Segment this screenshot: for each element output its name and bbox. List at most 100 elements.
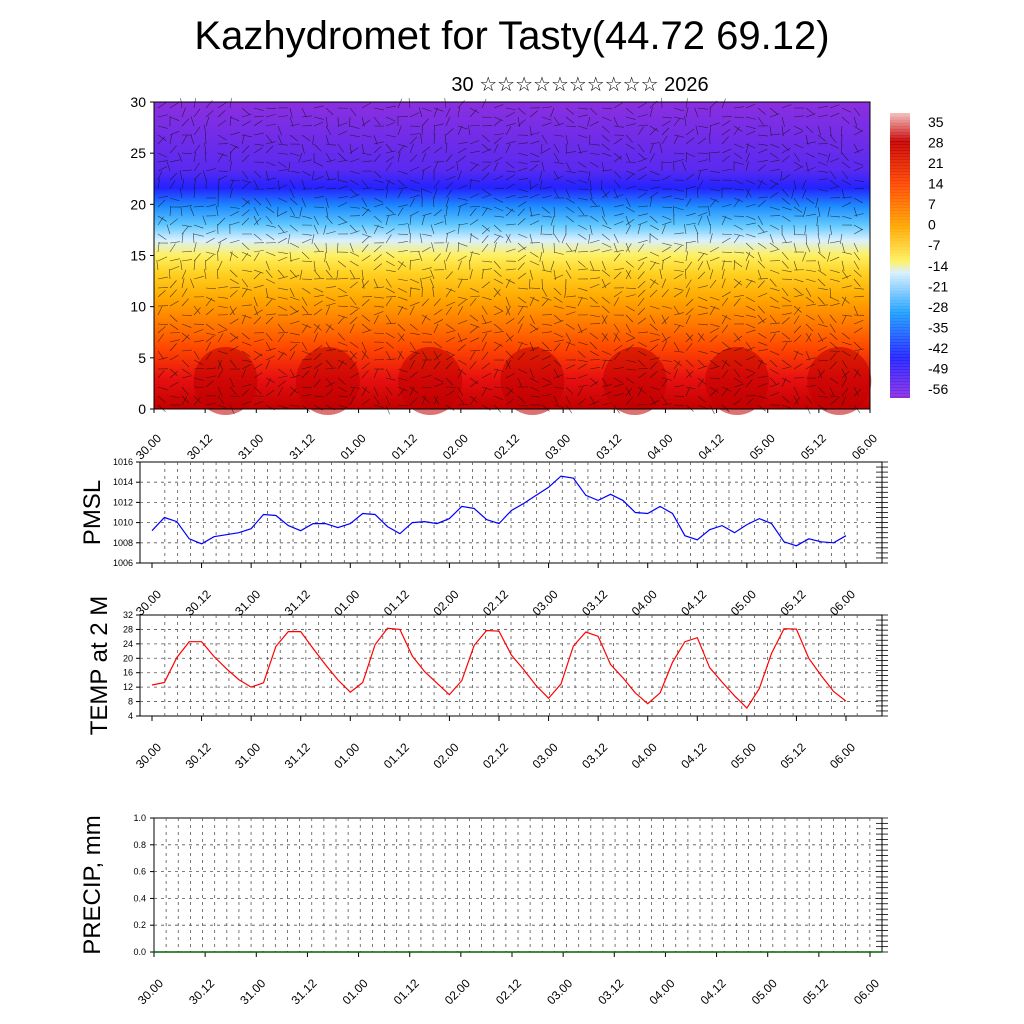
wind-barb xyxy=(541,394,552,397)
wind-barb xyxy=(205,116,210,127)
wind-barb xyxy=(793,278,804,283)
wind-barb xyxy=(853,269,862,277)
wind-barb xyxy=(289,351,296,361)
wind-barb xyxy=(193,224,204,229)
wind-barb xyxy=(517,341,523,352)
wind-barb xyxy=(421,146,431,154)
wind-barb xyxy=(781,359,791,367)
wind-barb xyxy=(661,395,668,405)
wind-barb xyxy=(217,188,220,199)
wind-barb xyxy=(229,251,239,259)
wind-barb xyxy=(241,252,249,262)
wind-barb xyxy=(673,350,684,353)
wind-barb xyxy=(157,276,168,280)
wind-barb xyxy=(157,233,167,240)
wind-barb xyxy=(829,104,840,109)
wind-barb xyxy=(481,188,491,195)
wind-barb xyxy=(661,336,671,343)
wind-barb xyxy=(493,215,504,218)
wind-barb xyxy=(445,154,453,163)
wind-barb xyxy=(613,152,622,160)
wind-barb xyxy=(361,386,370,394)
wind-barb xyxy=(649,314,656,324)
wind-barb xyxy=(373,154,381,163)
wind-barb xyxy=(793,396,801,406)
wind-barb xyxy=(409,386,419,394)
wind-barb xyxy=(733,260,743,268)
wind-barb xyxy=(673,305,680,315)
wind-barb xyxy=(817,368,823,379)
wind-barb xyxy=(277,404,288,409)
wind-barb xyxy=(421,107,432,112)
wind-barb xyxy=(841,188,845,199)
wind-barb xyxy=(433,253,441,262)
wind-barb xyxy=(229,377,235,388)
wind-barb xyxy=(745,103,756,109)
wind-barb xyxy=(827,233,831,244)
wind-barb xyxy=(793,161,803,168)
wind-barb xyxy=(505,268,516,271)
wind-barb xyxy=(805,395,813,404)
wind-barb xyxy=(697,378,704,388)
wind-barb xyxy=(289,343,298,352)
wind-barb xyxy=(757,318,767,325)
wind-barb xyxy=(241,154,250,163)
pmsl-xtick-label: 04.00 xyxy=(629,587,660,618)
wind-barb xyxy=(229,179,234,190)
wind-barb xyxy=(769,125,772,136)
wind-barb xyxy=(181,135,188,145)
wind-barb xyxy=(841,314,852,317)
wind-barb xyxy=(721,386,732,392)
wind-barb xyxy=(805,197,815,204)
wind-barb xyxy=(325,348,336,352)
wind-barb xyxy=(421,233,432,237)
wind-barb xyxy=(577,197,588,201)
wind-barb xyxy=(517,395,526,404)
wind-barb xyxy=(840,125,843,136)
wind-barb xyxy=(349,305,360,309)
wind-barb xyxy=(505,386,515,394)
wind-barb xyxy=(841,341,852,346)
wind-barb xyxy=(649,142,660,145)
wind-barb xyxy=(421,215,425,226)
wind-barb xyxy=(853,242,859,253)
wind-barb xyxy=(829,303,840,307)
wind-barb xyxy=(673,197,684,200)
wind-barb xyxy=(277,269,285,278)
cross-section-xtick-label: 30.12 xyxy=(184,431,215,462)
wind-barb xyxy=(385,332,395,339)
wind-barb xyxy=(169,280,177,289)
wind-barb xyxy=(577,260,586,268)
wind-barb xyxy=(385,179,396,185)
wind-barb xyxy=(589,121,600,127)
wind-barb xyxy=(793,325,802,334)
wind-barb xyxy=(625,323,632,333)
wind-barb xyxy=(313,345,323,352)
wind-barb xyxy=(565,170,576,174)
precip-ytick-label: 0.6 xyxy=(133,867,146,877)
wind-barb xyxy=(265,359,271,370)
wind-barb xyxy=(469,109,477,118)
wind-barb xyxy=(721,291,731,298)
wind-barb xyxy=(817,206,821,217)
wind-barb xyxy=(589,224,593,235)
wind-barb xyxy=(541,269,552,273)
wind-barb xyxy=(685,279,692,289)
wind-barb xyxy=(553,251,564,255)
temperature-xtick-label: 02.00 xyxy=(430,740,461,771)
wind-barb xyxy=(841,350,851,357)
wind-barb xyxy=(337,202,348,208)
wind-barb xyxy=(805,303,816,307)
wind-barb xyxy=(574,242,579,253)
wind-barb xyxy=(421,118,429,127)
wind-barb xyxy=(733,387,741,397)
wind-barb xyxy=(325,388,334,397)
temperature-ytick-label: 12 xyxy=(123,682,133,692)
wind-barb xyxy=(241,242,250,251)
wind-barb xyxy=(277,323,285,332)
precip-xtick-label: 06.00 xyxy=(851,976,882,1007)
wind-barb xyxy=(349,230,360,235)
wind-barb xyxy=(601,242,612,248)
wind-barb xyxy=(349,134,360,138)
wind-barb xyxy=(757,134,768,137)
